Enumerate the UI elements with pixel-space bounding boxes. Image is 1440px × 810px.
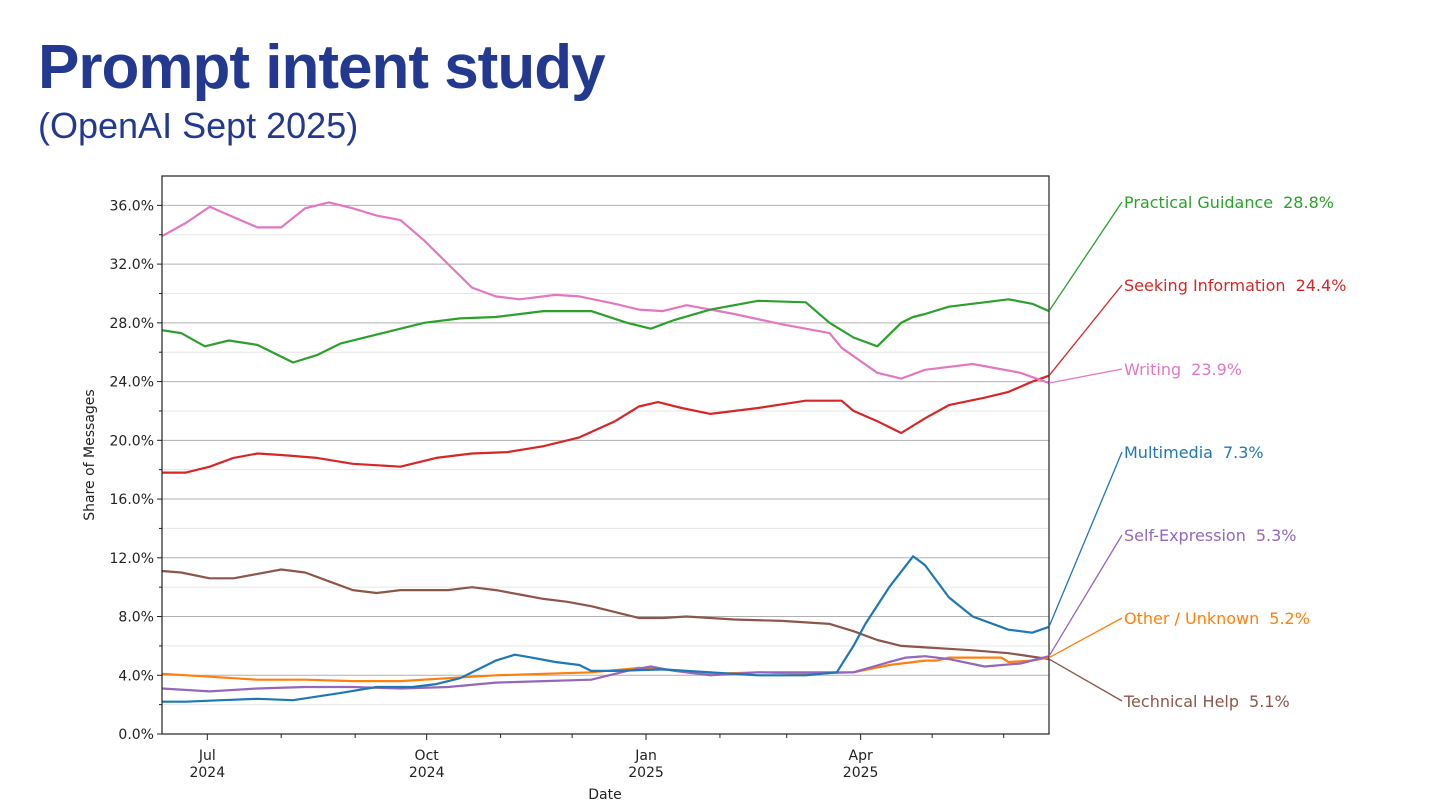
y-tick-label: 36.0%: [110, 198, 154, 214]
series-line-multimedia: [162, 555, 1050, 703]
series-line-writing: [161, 201, 1050, 385]
end-label-value: 5.1%: [1249, 692, 1290, 711]
plot-frame: [161, 175, 1050, 735]
end-label-technical-help: Technical Help 5.1%: [1123, 692, 1290, 711]
gridlines: [162, 204, 1049, 735]
x-tick-label-month: Jan: [634, 748, 657, 764]
y-tick-label: 32.0%: [110, 257, 154, 273]
y-tick-label: 20.0%: [110, 433, 154, 449]
end-label-writing: Writing 23.9%: [1124, 360, 1242, 379]
leader-line: [1048, 368, 1123, 384]
series-line-technical-help: [161, 568, 1050, 661]
x-tick-label-month: Apr: [849, 748, 873, 764]
end-label-value: 5.3%: [1256, 526, 1297, 545]
leader-line: [1048, 658, 1123, 702]
end-label-name: Self-Expression: [1124, 526, 1246, 545]
end-label-value: 5.2%: [1269, 609, 1310, 628]
end-label-multimedia: Multimedia 7.3%: [1124, 443, 1264, 462]
end-labels: Practical Guidance 28.8% Seeking Informati…: [1048, 193, 1346, 711]
x-tick-label-year: 2024: [189, 765, 225, 781]
end-label-name: Technical Help: [1123, 692, 1239, 711]
end-label-name: Other / Unknown: [1124, 609, 1259, 628]
slide-title: Prompt intent study: [38, 33, 606, 102]
y-tick-label: 12.0%: [110, 551, 154, 567]
end-label-value: 23.9%: [1191, 360, 1242, 379]
end-label-value: 24.4%: [1296, 276, 1347, 295]
series-line-practical-guidance: [161, 298, 1050, 364]
slide-subtitle: (OpenAI Sept 2025): [38, 105, 359, 146]
leader-line: [1048, 534, 1123, 657]
end-label-seeking-information: Seeking Information 24.4%: [1124, 276, 1346, 295]
leader-line: [1048, 201, 1123, 312]
end-label-name: Seeking Information: [1124, 276, 1286, 295]
x-tick-label-year: 2024: [409, 765, 445, 781]
y-axis-title: Share of Messages: [82, 389, 98, 520]
axes: 0.0% 4.0% 8.0% 12.0% 16.0% 20.0% 24.0% 28.0% 32.…: [110, 198, 1005, 781]
leader-line: [1048, 617, 1123, 659]
y-tick-label: 4.0%: [118, 668, 154, 684]
x-axis-title: Date: [588, 787, 621, 803]
end-label-other-unknown: Other / Unknown 5.2%: [1124, 609, 1310, 628]
y-tick-label: 8.0%: [118, 610, 154, 626]
end-label-value: 7.3%: [1223, 443, 1264, 462]
end-label-name: Writing: [1124, 360, 1181, 379]
series-line-seeking-information: [162, 374, 1050, 474]
leader-line: [1048, 284, 1123, 377]
end-label-name: Practical Guidance: [1124, 193, 1273, 212]
x-tick-label-year: 2025: [628, 765, 664, 781]
series-line-other-unknown: [161, 656, 1050, 683]
x-tick-label-year: 2025: [843, 765, 879, 781]
end-label-practical-guidance: Practical Guidance 28.8%: [1124, 193, 1334, 212]
y-tick-label: 24.0%: [110, 375, 154, 391]
y-tick-label: 0.0%: [118, 727, 154, 743]
end-label-self-expression: Self-Expression 5.3%: [1124, 526, 1296, 545]
series-lines: [161, 201, 1050, 703]
leader-line: [1048, 451, 1123, 628]
y-tick-label: 28.0%: [110, 316, 154, 332]
y-tick-label: 16.0%: [110, 492, 154, 508]
end-label-value: 28.8%: [1283, 193, 1334, 212]
x-tick-label-month: Oct: [415, 748, 440, 764]
end-label-name: Multimedia: [1124, 443, 1213, 462]
x-tick-label-month: Jul: [198, 748, 216, 764]
